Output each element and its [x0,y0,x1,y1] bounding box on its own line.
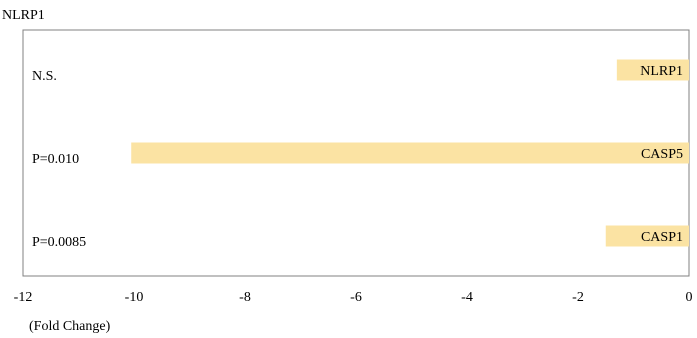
p-value-label-casp1: P=0.0085 [32,235,86,250]
x-tick-label: -8 [239,290,251,305]
bar-label-casp1: CASP1 [641,230,683,245]
x-tick-label: -6 [350,290,362,305]
chart-title: NLRP1 [2,8,45,23]
bar-label-nlrp1: NLRP1 [640,64,683,79]
bar-label-casp5: CASP5 [641,147,683,162]
p-value-label-casp5: P=0.010 [32,152,79,167]
bar-labels-layer: NLRP1 CASP5 CASP1 [640,64,683,245]
x-axis-label: (Fold Change) [29,319,111,334]
x-tick-label: -12 [14,290,33,305]
bar-nlrp1 [616,59,689,81]
bar-casp1 [605,225,689,247]
bars-layer [131,59,690,247]
p-value-label-nlrp1: N.S. [32,69,57,84]
x-tick-label: -2 [572,290,584,305]
x-tick-label: 0 [686,290,693,305]
x-tick-label: -4 [461,290,473,305]
x-tick-label: -10 [125,290,144,305]
bar-casp5 [131,142,690,164]
p-value-labels: N.S. P=0.010 P=0.0085 [32,69,86,250]
x-axis-ticks: -12 -10 -8 -6 -4 -2 0 [14,290,693,305]
